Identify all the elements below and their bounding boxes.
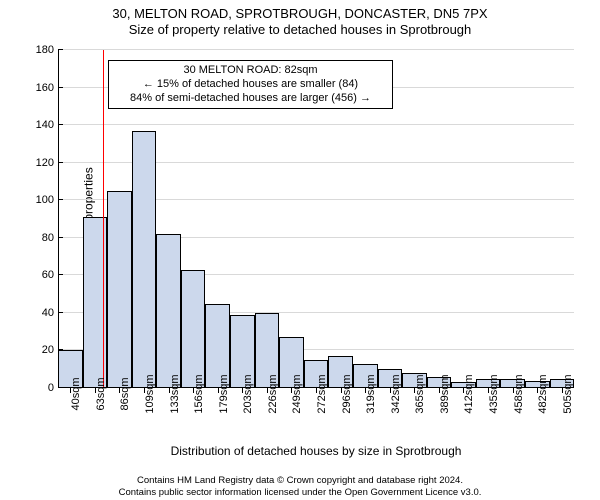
footer-line-2: Contains public sector information licen…: [0, 487, 600, 498]
x-tick-label: 272sqm: [316, 374, 328, 413]
x-axis-label: Distribution of detached houses by size …: [58, 444, 574, 458]
x-tick-label: 342sqm: [390, 374, 402, 413]
chart-title-sub: Size of property relative to detached ho…: [0, 22, 600, 38]
y-tick-mark: [58, 162, 63, 163]
reference-line: [103, 50, 104, 388]
annotation-line: 84% of semi-detached houses are larger (…: [115, 92, 386, 106]
annotation-box: 30 MELTON ROAD: 82sqm← 15% of detached h…: [108, 60, 393, 109]
x-tick-label: 319sqm: [365, 374, 377, 413]
x-tick-label: 86sqm: [119, 377, 131, 410]
y-ticks-container: 020406080100120140160180: [24, 50, 58, 388]
x-tick-label: 505sqm: [562, 374, 574, 413]
x-tick-label: 389sqm: [439, 374, 451, 413]
y-tick-label: 180: [24, 44, 54, 56]
y-tick-label: 60: [24, 269, 54, 281]
y-tick-mark: [58, 49, 63, 50]
y-tick-mark: [58, 312, 63, 313]
footer-line-1: Contains HM Land Registry data © Crown c…: [0, 475, 600, 486]
x-tick-label: 365sqm: [414, 374, 426, 413]
y-tick-mark: [58, 237, 63, 238]
y-tick-mark: [58, 349, 63, 350]
chart-title-block: 30, MELTON ROAD, SPROTBROUGH, DONCASTER,…: [0, 0, 600, 39]
y-tick-label: 20: [24, 344, 54, 356]
x-tick-label: 296sqm: [341, 374, 353, 413]
y-axis-line: [58, 50, 59, 388]
annotation-line: 30 MELTON ROAD: 82sqm: [115, 64, 386, 78]
x-tick-label: 203sqm: [242, 374, 254, 413]
annotation-line: ← 15% of detached houses are smaller (84…: [115, 78, 386, 92]
x-tick-label: 156sqm: [193, 374, 205, 413]
x-tick-label: 133sqm: [169, 374, 181, 413]
histogram-bar: [132, 131, 157, 388]
footer-attribution: Contains HM Land Registry data © Crown c…: [0, 475, 600, 498]
y-tick-mark: [58, 199, 63, 200]
y-tick-label: 140: [24, 119, 54, 131]
x-tick-label: 109sqm: [144, 374, 156, 413]
y-tick-label: 120: [24, 157, 54, 169]
histogram-bar: [107, 191, 132, 388]
y-tick-label: 0: [24, 382, 54, 394]
y-tick-label: 80: [24, 232, 54, 244]
histogram-bar: [156, 234, 181, 388]
x-tick-label: 482sqm: [537, 374, 549, 413]
chart-title-main: 30, MELTON ROAD, SPROTBROUGH, DONCASTER,…: [0, 6, 600, 22]
plot-area: 020406080100120140160180 40sqm63sqm86sqm…: [58, 50, 574, 388]
y-tick-label: 160: [24, 82, 54, 94]
y-tick-mark: [58, 124, 63, 125]
x-tick-label: 458sqm: [513, 374, 525, 413]
y-tick-mark: [58, 87, 63, 88]
x-tick-label: 63sqm: [95, 377, 107, 410]
y-tick-mark: [58, 274, 63, 275]
x-tick-label: 412sqm: [463, 374, 475, 413]
x-tick-label: 249sqm: [291, 374, 303, 413]
x-ticks-container: 40sqm63sqm86sqm109sqm133sqm156sqm179sqm2…: [58, 388, 574, 448]
y-tick-label: 40: [24, 307, 54, 319]
x-tick-label: 179sqm: [218, 374, 230, 413]
x-tick-label: 226sqm: [267, 374, 279, 413]
x-tick-label: 40sqm: [70, 377, 82, 410]
x-tick-label: 435sqm: [488, 374, 500, 413]
histogram-bar: [181, 270, 206, 388]
y-tick-label: 100: [24, 194, 54, 206]
